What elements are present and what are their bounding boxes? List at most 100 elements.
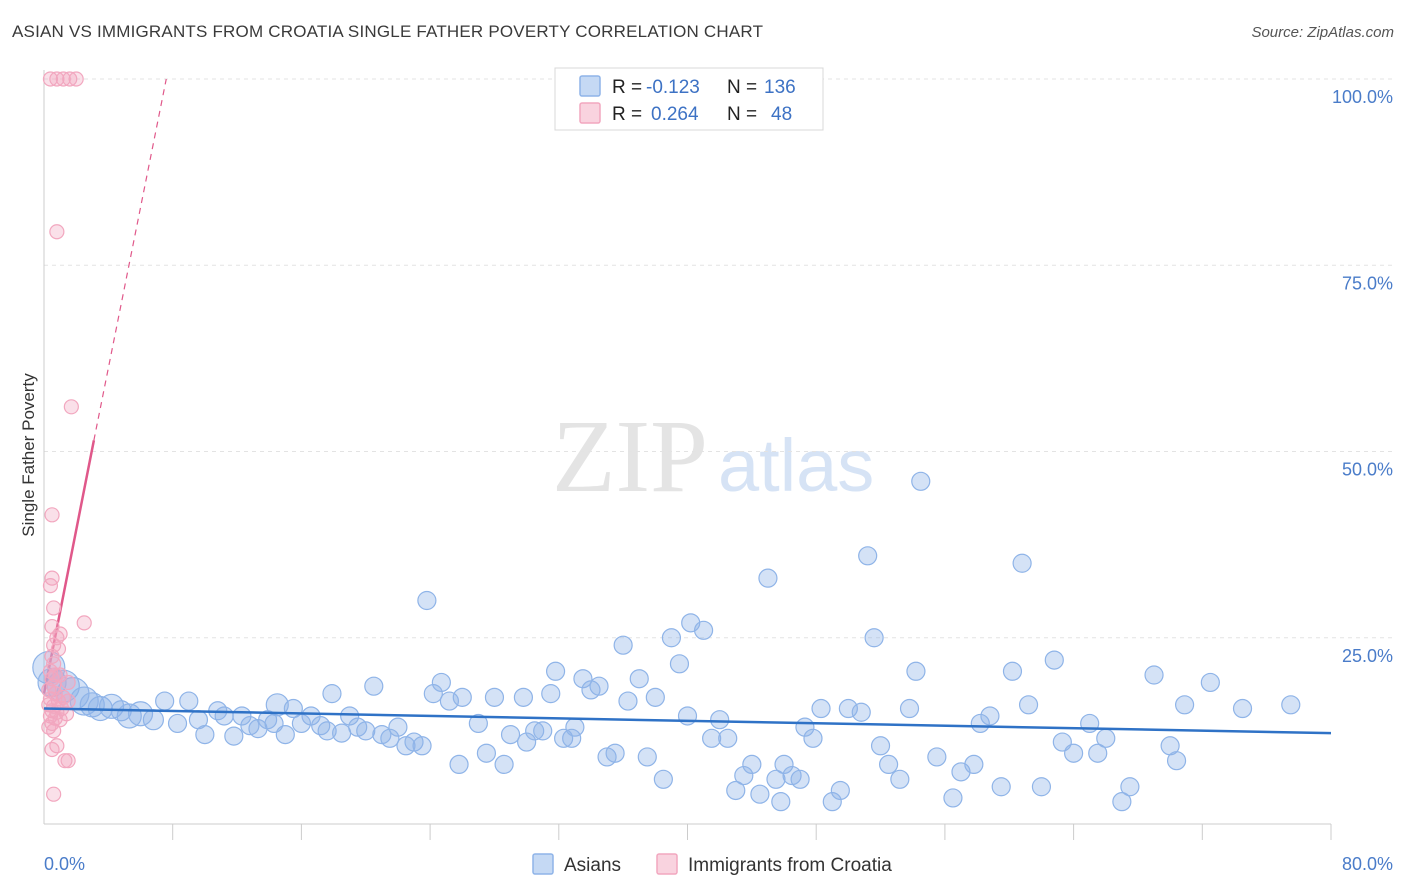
legend-swatch-asians: [579, 75, 601, 97]
asians-point-68: [605, 743, 625, 763]
asians-point-84: [734, 765, 754, 786]
tick-labels: 25.0% 50.0% 75.0% 100.0% 0.0% 80.0%: [44, 87, 1393, 874]
asians-point-60: [545, 661, 566, 681]
immigrants-point-5: [49, 224, 65, 240]
asians-trend-line: [43, 707, 1332, 735]
immigrants-point-10: [46, 600, 62, 616]
asians-point-124: [1096, 728, 1116, 748]
y-tick-label-1: 50.0%: [1342, 460, 1393, 480]
asians-point-40: [388, 717, 408, 737]
asians-point-90: [774, 754, 794, 775]
asians-point-103: [878, 754, 899, 775]
asians-point-37: [364, 676, 384, 696]
asians-point-45: [423, 684, 443, 704]
series-label-asians: Asians: [564, 855, 621, 876]
asians-point-75: [661, 628, 682, 648]
asians-point-77: [677, 706, 698, 726]
asians-point-73: [645, 687, 665, 707]
asians-point-19: [224, 726, 244, 746]
correlation-legend: R = -0.123 N = 136 R = 0.264 N = 48: [554, 67, 824, 131]
asians-point-14: [179, 691, 199, 711]
asians-points: [32, 471, 1301, 812]
legend-n-value-immigrants: 48: [771, 104, 792, 125]
asians-point-101: [864, 628, 884, 648]
asians-point-108: [927, 747, 947, 767]
asians-trend-layer: [43, 707, 1332, 735]
asians-point-107: [911, 471, 931, 491]
asians-point-89: [771, 792, 791, 812]
immigrants-point-47: [46, 786, 62, 802]
asians-point-125: [1112, 792, 1132, 812]
asians-point-86: [750, 784, 770, 804]
immigrants-trend-extension: [93, 78, 167, 441]
asians-point-114: [991, 777, 1011, 797]
series-swatch-asians: [532, 853, 554, 875]
asians-point-116: [1012, 553, 1032, 573]
asians-point-83: [726, 780, 746, 801]
immigrants-points: [41, 71, 92, 802]
legend-n-label-immigrants: N =: [727, 104, 757, 125]
asians-point-132: [1232, 698, 1253, 719]
chart-source: Source: ZipAtlas.com: [1251, 24, 1394, 41]
asians-point-92: [790, 769, 810, 789]
asians-point-88: [766, 769, 786, 789]
asians-point-96: [822, 792, 842, 812]
asians-point-0: [32, 650, 66, 685]
asians-point-99: [851, 702, 871, 722]
asians-point-66: [589, 676, 609, 696]
asians-point-118: [1031, 777, 1052, 797]
asians-point-18: [214, 706, 234, 726]
immigrants-point-46: [60, 753, 76, 769]
asians-point-30: [311, 716, 331, 736]
watermark-zip: ZIP: [552, 399, 708, 514]
asians-point-81: [710, 710, 730, 730]
immigrants-point-18: [46, 656, 62, 672]
asians-point-104: [890, 769, 910, 789]
asians-point-80: [702, 728, 722, 748]
immigrants-point-44: [44, 741, 60, 758]
asians-point-129: [1166, 751, 1187, 771]
watermark-atlas: atlas: [718, 424, 874, 507]
legend-r-label-asians: R =: [612, 77, 642, 98]
x-tick-label-0: 0.0%: [44, 854, 85, 874]
x-tick-label-1: 80.0%: [1342, 854, 1393, 874]
asians-point-97: [830, 780, 850, 801]
asians-point-76: [669, 654, 690, 674]
immigrants-point-11: [76, 615, 92, 631]
asians-point-10: [127, 701, 154, 727]
asians-point-70: [618, 691, 638, 711]
asians-point-133: [1281, 695, 1301, 715]
asians-point-69: [613, 635, 633, 655]
asians-point-25: [275, 724, 295, 745]
asians-point-121: [1063, 743, 1084, 763]
legend-n-value-asians: 136: [764, 77, 796, 98]
asians-point-16: [195, 724, 215, 745]
asians-point-95: [811, 698, 831, 719]
asians-point-63: [565, 717, 585, 737]
y-tick-label-2: 75.0%: [1342, 273, 1393, 293]
asians-point-55: [513, 687, 534, 707]
series-swatch-immigrants: [656, 853, 678, 875]
asians-point-33: [332, 723, 352, 743]
asians-point-71: [629, 669, 649, 689]
legend-n-label-asians: N =: [727, 77, 757, 98]
asians-point-13: [167, 713, 188, 734]
immigrants-point-42: [46, 723, 62, 739]
asians-point-64: [573, 669, 593, 689]
immigrants-point-7: [44, 507, 60, 523]
asians-point-50: [468, 713, 488, 734]
asians-point-94: [803, 728, 823, 748]
asians-point-39: [380, 728, 400, 748]
asians-point-123: [1088, 743, 1108, 763]
immigrants-point-6: [63, 399, 79, 415]
asians-point-59: [541, 684, 561, 704]
asians-point-56: [517, 732, 537, 752]
asians-point-113: [980, 706, 1000, 726]
asians-point-119: [1044, 650, 1064, 670]
asians-point-130: [1175, 695, 1195, 715]
series-legend: Asians Immigrants from Croatia: [532, 853, 892, 876]
asians-point-29: [301, 706, 321, 726]
asians-point-102: [870, 736, 891, 756]
legend-r-value-asians: -0.123: [646, 77, 700, 98]
